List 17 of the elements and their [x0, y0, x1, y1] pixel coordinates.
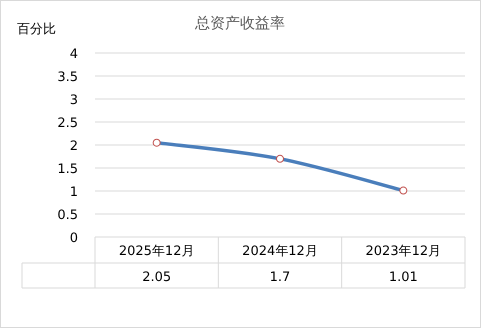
- y-tick-label: 3: [70, 93, 78, 108]
- x-tick-label: 2025年12月: [118, 244, 194, 259]
- y-tick-label: 0.5: [57, 208, 78, 223]
- data-label: 1.01: [388, 270, 418, 285]
- y-tick-label: 4: [70, 47, 78, 62]
- x-tick-label: 2023年12月: [366, 244, 442, 259]
- y-tick-label: 2: [70, 139, 78, 154]
- y-tick-label: 1.5: [57, 162, 78, 177]
- y-axis-title: 百分比: [17, 22, 56, 37]
- y-tick-label: 3.5: [57, 70, 78, 85]
- chart-title: 总资产收益率: [194, 14, 285, 32]
- data-label: 1.7: [270, 270, 290, 285]
- data-label: 2.05: [142, 270, 172, 285]
- y-tick-label: 0: [70, 231, 78, 246]
- y-tick-label: 2.5: [57, 116, 78, 131]
- y-tick-label: 1: [70, 185, 78, 200]
- x-tick-label: 2024年12月: [242, 244, 318, 259]
